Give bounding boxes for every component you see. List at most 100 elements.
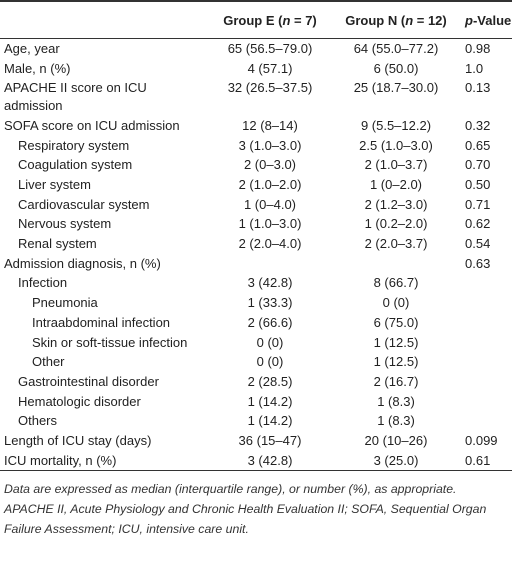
- table-cell: 12 (8–14): [242, 117, 298, 133]
- table-row: Other 0 (0) 1 (12.5): [0, 352, 512, 372]
- table-cell: 1 (14.2): [247, 413, 293, 429]
- header-cell: Group N (n = 12): [335, 1, 457, 39]
- table-cell: 3 (1.0–3.0): [238, 137, 302, 153]
- table-row: Nervous system 1 (1.0–3.0) 1 (0.2–2.0) 0.62: [0, 214, 512, 234]
- table-cell: 2 (2.0–3.7): [364, 236, 428, 252]
- table-cell: 65 (56.5–79.0): [227, 41, 313, 56]
- table-row: Admission diagnosis, n (%) 0.63: [0, 254, 512, 274]
- table-cell: 0 (0): [256, 334, 284, 350]
- header-text: Group E (: [223, 12, 283, 28]
- table-cell: [457, 372, 512, 392]
- table-cell: Nervous system: [18, 216, 112, 232]
- table-cell: 32 (26.5–37.5): [227, 80, 313, 96]
- header-text: p: [465, 12, 473, 28]
- table-cell: 4 (57.1): [247, 60, 293, 76]
- table-row: Pneumonia 1 (33.3) 0 (0): [0, 293, 512, 313]
- table-cell: [457, 313, 512, 333]
- table-cell: 2 (2.0–4.0): [238, 236, 302, 252]
- table-cell: Liver system: [18, 176, 91, 192]
- header-cell: [0, 1, 205, 39]
- table-cell: 2 (1.0–3.7): [364, 157, 428, 173]
- table-row: Others 1 (14.2) 1 (8.3): [0, 411, 512, 431]
- table-row: APACHE II score on ICU admission 32 (26.5…: [0, 78, 512, 115]
- table-cell: 0.70: [465, 157, 491, 173]
- table-cell: 0.63: [465, 255, 491, 271]
- table-cell: Coagulation system: [18, 157, 133, 173]
- table-cell: 0.61: [465, 452, 491, 468]
- table-cell: 3 (25.0): [373, 452, 419, 468]
- header-text: n: [405, 12, 414, 28]
- table-cell: 1 (0–2.0): [369, 176, 423, 192]
- table-row: Age, year 65 (56.5–79.0) 64 (55.0–77.2) 0.9…: [0, 39, 512, 59]
- table-cell: 1 (14.2): [247, 393, 293, 409]
- table-cell: 0.62: [465, 216, 491, 232]
- table-cell: [205, 254, 335, 274]
- table-cell: Others: [18, 413, 58, 429]
- table-row: Hematologic disorder 1 (14.2) 1 (8.3): [0, 392, 512, 412]
- table-cell: Male, n (%): [4, 60, 71, 76]
- table-cell: Skin or soft-tissue infection: [32, 334, 188, 350]
- header-cell: p-Value: [457, 1, 512, 39]
- table-cell: 6 (50.0): [373, 60, 419, 76]
- table-cell: 1 (1.0–3.0): [238, 216, 302, 232]
- table-cell: Age, year: [4, 41, 60, 56]
- table-cell: 2.5 (1.0–3.0): [359, 137, 433, 153]
- table-cell: 36 (15–47): [238, 433, 302, 449]
- table-cell: ICU mortality, n (%): [4, 452, 117, 468]
- table-cell: Respiratory system: [18, 137, 130, 153]
- table-cell: Intraabdominal infection: [32, 314, 171, 330]
- table-cell: 1 (8.3): [377, 413, 415, 429]
- table-cell: 2 (0–3.0): [243, 157, 297, 173]
- table-cell: Admission diagnosis, n (%): [4, 255, 161, 271]
- table-cell: Pneumonia: [32, 295, 98, 311]
- table-row: Coagulation system 2 (0–3.0) 2 (1.0–3.7) 0.…: [0, 155, 512, 175]
- table-cell: [457, 273, 512, 293]
- table-cell: 20 (10–26): [364, 433, 428, 449]
- table-cell: APACHE II score on ICU admission: [4, 80, 147, 114]
- table-cell: 0.13: [465, 80, 491, 96]
- table-cell: [335, 254, 457, 274]
- table-cell: 2 (28.5): [247, 373, 293, 389]
- table-cell: Gastrointestinal disorder: [18, 373, 159, 389]
- table-cell: Cardiovascular system: [18, 196, 150, 212]
- header-text: = 12): [413, 12, 447, 28]
- table-cell: 0.65: [465, 137, 491, 153]
- table-cell: 1 (0–4.0): [243, 196, 297, 212]
- table-cell: Renal system: [18, 236, 97, 252]
- table-cell: 0.099: [465, 433, 498, 449]
- header-text: -Value: [472, 12, 512, 28]
- table-cell: [457, 392, 512, 412]
- table-cell: 25 (18.7–30.0): [353, 80, 439, 96]
- table-cell: 0.71: [465, 196, 491, 212]
- table-row: Intraabdominal infection 2 (66.6) 6 (75.0): [0, 313, 512, 333]
- table-row: Liver system 2 (1.0–2.0) 1 (0–2.0) 0.50: [0, 175, 512, 195]
- table-cell: [457, 293, 512, 313]
- table-cell: Hematologic disorder: [18, 393, 141, 409]
- table-cell: Infection: [18, 275, 68, 291]
- table-cell: 0.98: [465, 41, 491, 56]
- header-row: Group E (n = 7) Group N (n = 12) p-Value: [0, 1, 512, 39]
- data-table: Group E (n = 7) Group N (n = 12) p-Value…: [0, 1, 512, 471]
- table-cell: 0 (0): [256, 354, 284, 370]
- header-cell: Group E (n = 7): [205, 1, 335, 39]
- header-text: = 7): [290, 12, 317, 28]
- table-cell: 2 (66.6): [247, 314, 293, 330]
- table-cell: 6 (75.0): [373, 314, 419, 330]
- table-cell: 0.54: [465, 236, 491, 252]
- table-cell: 9 (5.5–12.2): [360, 117, 432, 133]
- table-cell: 1 (8.3): [377, 393, 415, 409]
- footnote: Data are expressed as median (interquart…: [4, 482, 487, 537]
- table-row: Length of ICU stay (days) 36 (15–47) 20 (1…: [0, 431, 512, 451]
- table-row: Respiratory system 3 (1.0–3.0) 2.5 (1.0–3.…: [0, 136, 512, 156]
- table-cell: [457, 333, 512, 353]
- table-cell: Length of ICU stay (days): [4, 433, 152, 449]
- table-row: SOFA score on ICU admission 12 (8–14) 9 (5…: [0, 116, 512, 136]
- table-cell: 1.0: [465, 60, 484, 76]
- header-text: n: [282, 12, 291, 28]
- table-cell: 3 (42.8): [247, 452, 293, 468]
- table-cell: SOFA score on ICU admission: [4, 117, 180, 133]
- table-header: Group E (n = 7) Group N (n = 12) p-Value: [0, 1, 512, 39]
- table-cell: 0.32: [465, 117, 491, 133]
- table-row: Skin or soft-tissue infection 0 (0) 1 (12.…: [0, 333, 512, 353]
